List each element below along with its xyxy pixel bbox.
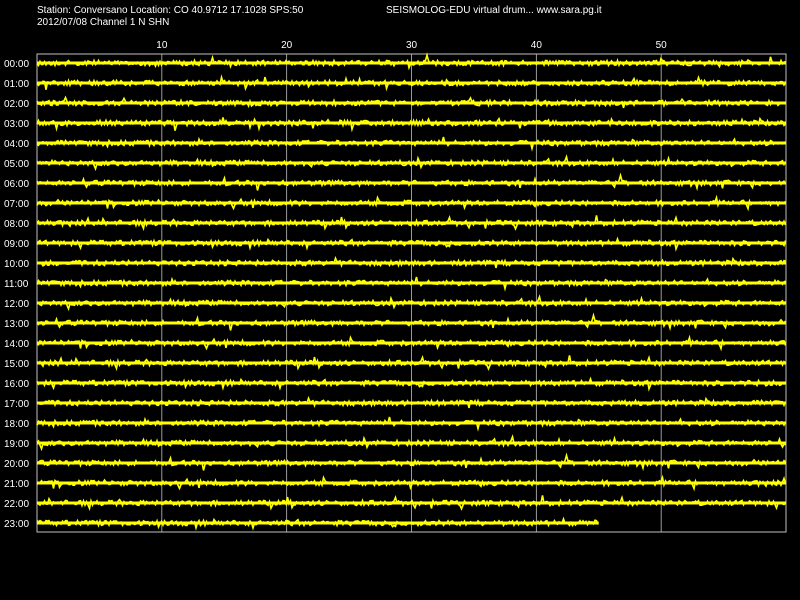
minute-label: 30 <box>406 40 418 51</box>
app-title: SEISMOLOG-EDU virtual drum... www.sara.p… <box>386 5 602 16</box>
hour-label: 10:00 <box>4 259 29 270</box>
hour-label: 18:00 <box>4 419 29 430</box>
hour-label: 15:00 <box>4 359 29 370</box>
drum-labels: 10 20 30 40 50 00:00 01:00 02:00 03:00 04:00 05:00… <box>4 40 667 530</box>
hour-label: 14:00 <box>4 339 29 350</box>
minute-label: 20 <box>281 40 293 51</box>
hour-label: 03:00 <box>4 119 29 130</box>
hour-label: 11:00 <box>4 279 29 290</box>
minute-label: 40 <box>531 40 543 51</box>
drum-grid <box>36 53 787 533</box>
hour-label: 05:00 <box>4 159 29 170</box>
minute-label: 50 <box>656 40 668 51</box>
hour-label: 09:00 <box>4 239 29 250</box>
date-channel-info: 2012/07/08 Channel 1 N SHN <box>37 17 170 28</box>
hour-label: 20:00 <box>4 459 29 470</box>
hour-label: 01:00 <box>4 79 29 90</box>
hour-label: 23:00 <box>4 519 29 530</box>
hour-label: 00:00 <box>4 59 29 70</box>
hour-label: 21:00 <box>4 479 29 490</box>
hour-label: 02:00 <box>4 99 29 110</box>
hour-label: 16:00 <box>4 379 29 390</box>
hour-label: 17:00 <box>4 399 29 410</box>
hour-label: 08:00 <box>4 219 29 230</box>
hour-label: 22:00 <box>4 499 29 510</box>
station-info: Station: Conversano Location: CO 40.9712… <box>37 5 304 16</box>
minute-label: 10 <box>156 40 168 51</box>
hour-label: 06:00 <box>4 179 29 190</box>
hour-label: 04:00 <box>4 139 29 150</box>
hour-label: 19:00 <box>4 439 29 450</box>
hour-label: 07:00 <box>4 199 29 210</box>
hour-label: 12:00 <box>4 299 29 310</box>
hour-label: 13:00 <box>4 319 29 330</box>
drum-traces <box>36 52 787 531</box>
